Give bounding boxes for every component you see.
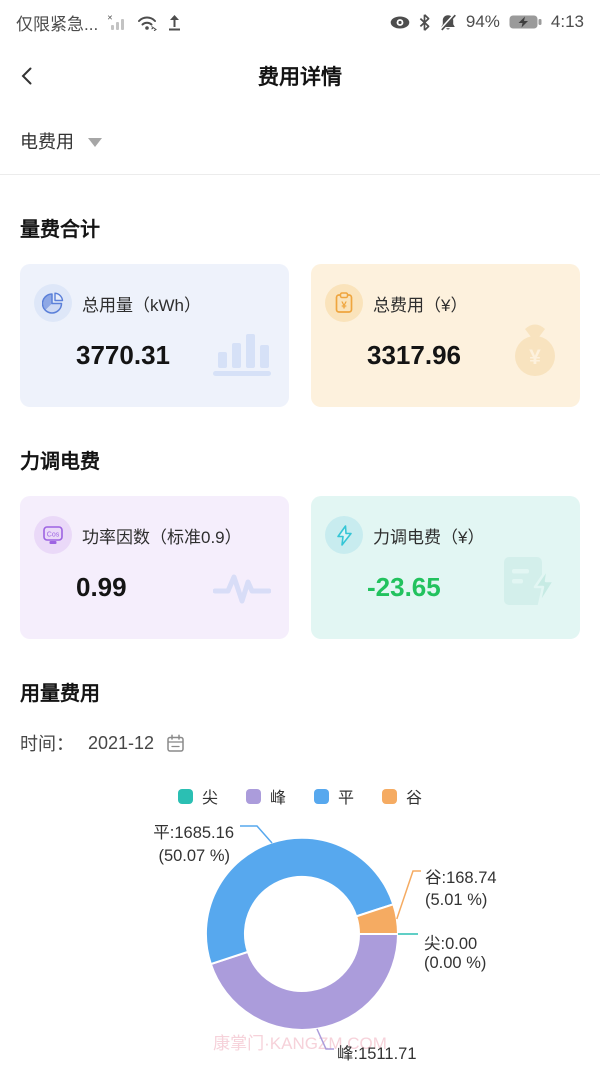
notifications-off-icon bbox=[439, 13, 457, 31]
power-factor-card: Cos 功率因数（标准0.9） 0.99 bbox=[20, 496, 289, 639]
wifi-icon bbox=[137, 14, 158, 31]
legend-swatch-ping bbox=[314, 788, 329, 804]
label-ping-pct: (50.07 %) bbox=[158, 847, 230, 865]
power-adjust-fee-card: 力调电费（¥） -23.65 bbox=[311, 496, 580, 639]
fee-type-dropdown[interactable]: 电费用 bbox=[0, 108, 600, 175]
chevron-down-icon bbox=[88, 138, 102, 147]
section-title-summary: 量费合计 bbox=[20, 219, 100, 241]
labelline-ping bbox=[240, 825, 273, 844]
svg-text:Cos: Cos bbox=[47, 531, 60, 538]
power-factor-label: 功率因数（标准0.9） bbox=[82, 527, 242, 547]
slice-ping[interactable] bbox=[204, 836, 395, 966]
cos-meter-icon: Cos bbox=[34, 516, 72, 554]
label-ping-value: 平:1685.16 bbox=[153, 824, 234, 842]
nav-bar: 费用详情 bbox=[0, 44, 600, 108]
signal-icon: ✕ bbox=[107, 14, 128, 31]
svg-text:¥: ¥ bbox=[341, 301, 347, 312]
legend-item-jian[interactable]: 尖 bbox=[177, 784, 218, 808]
label-gu-pct: (5.01 %) bbox=[425, 891, 487, 909]
total-usage-value: 3770.31 bbox=[76, 340, 170, 370]
calendar-icon[interactable] bbox=[166, 733, 185, 753]
total-usage-card: 总用量（kWh） 3770.31 bbox=[20, 264, 289, 407]
legend-item-gu[interactable]: 谷 bbox=[382, 784, 422, 808]
battery-icon bbox=[509, 14, 542, 30]
battery-percent-text: 94% bbox=[465, 12, 500, 31]
labelline-gu bbox=[396, 870, 421, 920]
time-row: 时间： 2021-12 bbox=[20, 730, 580, 756]
section-title-power: 力调电费 bbox=[20, 451, 100, 473]
fee-type-label: 电费用 bbox=[20, 132, 74, 152]
donut-chart: 康掌门·KANGZM.COM 平:1685.16 (50.07 %) 谷:168… bbox=[0, 816, 600, 1063]
bluetooth-icon bbox=[419, 13, 430, 31]
chart-legend: 尖 峰 平 谷 bbox=[20, 784, 580, 808]
upload-icon bbox=[167, 13, 182, 31]
slice-feng[interactable] bbox=[209, 933, 400, 1031]
legend-item-feng[interactable]: 峰 bbox=[245, 784, 286, 808]
clock-text: 4:13 bbox=[550, 12, 584, 31]
bar-chart-watermark-icon bbox=[213, 324, 271, 381]
document-bolt-watermark-icon bbox=[502, 554, 562, 613]
total-fee-label: 总费用（¥） bbox=[373, 295, 468, 315]
pulse-watermark-icon bbox=[212, 570, 272, 613]
back-button[interactable] bbox=[14, 62, 42, 90]
status-bar: 仅限紧急... ✕ bbox=[0, 0, 600, 44]
watermark-text: 康掌门·KANGZM.COM bbox=[213, 1034, 387, 1053]
label-gu-value: 谷:168.74 bbox=[425, 868, 497, 887]
money-bag-watermark-icon: ¥ bbox=[508, 320, 562, 381]
carrier-text: 仅限紧急... bbox=[16, 14, 99, 34]
legend-swatch-jian bbox=[177, 788, 193, 804]
power-factor-value: 0.99 bbox=[76, 572, 127, 602]
labelline-feng bbox=[316, 1028, 334, 1050]
time-value: 2021-12 bbox=[88, 732, 155, 753]
bill-icon: ¥ bbox=[325, 284, 363, 322]
total-fee-card: ¥ 总费用（¥） 3317.96 ¥ bbox=[311, 264, 580, 407]
svg-text:✕: ✕ bbox=[107, 15, 113, 22]
pie-chart-icon bbox=[34, 284, 72, 322]
label-jian-pct: (0.00 %) bbox=[424, 954, 486, 972]
power-adjust-fee-label: 力调电费（¥） bbox=[373, 527, 485, 547]
power-adjust-fee-value: -23.65 bbox=[367, 572, 441, 602]
legend-swatch-gu bbox=[382, 788, 398, 804]
svg-text:¥: ¥ bbox=[529, 346, 541, 369]
lightning-icon bbox=[325, 516, 363, 554]
label-feng-value: 峰:1511.71 bbox=[337, 1044, 417, 1063]
total-fee-value: 3317.96 bbox=[367, 340, 461, 370]
time-label: 时间： bbox=[20, 734, 74, 754]
slice-gu[interactable] bbox=[354, 903, 400, 935]
page-title: 费用详情 bbox=[258, 66, 342, 89]
legend-item-ping[interactable]: 平 bbox=[314, 784, 354, 808]
legend-swatch-feng bbox=[245, 788, 261, 804]
total-usage-label: 总用量（kWh） bbox=[82, 295, 201, 315]
section-title-usage: 用量费用 bbox=[20, 683, 100, 705]
eye-icon bbox=[390, 15, 410, 30]
label-jian-value: 尖:0.00 bbox=[424, 934, 477, 953]
